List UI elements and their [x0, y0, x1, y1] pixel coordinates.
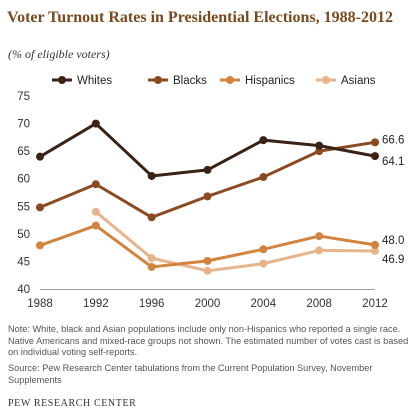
data-point-hispanics-2004 [259, 245, 268, 254]
end-label-blacks: 66.6 [382, 134, 404, 146]
data-point-blacks-2008 [315, 147, 324, 156]
x-tick-label-1996: 1996 [139, 298, 165, 310]
data-point-blacks-1988 [36, 203, 44, 212]
y-tick-label-55: 55 [17, 201, 30, 213]
publisher-credit: PEW RESEARCH CENTER [8, 398, 137, 409]
data-point-hispanics-2000 [203, 256, 212, 265]
y-tick-label-65: 65 [17, 146, 30, 158]
legend-label-asians: Asians [341, 75, 376, 87]
y-tick-label-75: 75 [17, 91, 30, 103]
legend-label-whites: Whites [77, 75, 112, 87]
data-point-blacks-2004 [259, 173, 268, 182]
end-label-whites: 64.1 [382, 156, 404, 168]
legend-swatch-dot-asians [322, 76, 330, 84]
series-line-blacks [38, 140, 377, 219]
legend-label-blacks: Blacks [173, 75, 207, 87]
legend-label-hispanics: Hispanics [245, 75, 295, 87]
data-point-blacks-2000 [203, 192, 212, 201]
data-point-whites-2004 [259, 136, 268, 145]
y-tick-label-40: 40 [17, 284, 30, 296]
x-tick-label-2008: 2008 [306, 298, 332, 310]
chart-title: Voter Turnout Rates in Presidential Elec… [7, 9, 393, 26]
x-tick-label-1992: 1992 [83, 298, 109, 310]
chart-source: Source: Pew Research Center tabulations … [8, 363, 373, 385]
data-point-asians-2008 [315, 246, 324, 255]
chart-subtitle: (% of eligible voters) [8, 47, 110, 61]
data-point-hispanics-2008 [315, 232, 324, 241]
y-tick-label-60: 60 [17, 174, 30, 186]
data-point-asians-1996 [147, 254, 156, 263]
data-point-hispanics-1996 [147, 262, 156, 271]
end-label-asians: 46.9 [382, 254, 404, 266]
data-point-whites-2012 [371, 152, 379, 161]
legend-swatch-dot-hispanics [226, 76, 234, 84]
y-tick-label-50: 50 [17, 229, 30, 241]
x-tick-label-2012: 2012 [362, 298, 388, 310]
data-point-hispanics-1992 [91, 221, 100, 230]
data-point-blacks-1992 [91, 180, 100, 189]
y-tick-label-70: 70 [17, 119, 30, 131]
data-point-blacks-1996 [147, 213, 156, 222]
data-point-asians-2000 [203, 266, 212, 275]
data-point-whites-1996 [147, 171, 156, 180]
data-point-whites-1992 [91, 119, 100, 128]
data-point-whites-2008 [315, 141, 324, 150]
chart-note: Note: White, black and Asian populations… [8, 324, 409, 357]
series-line-asians [94, 210, 377, 273]
data-point-blacks-2012 [371, 138, 379, 147]
x-tick-label-2000: 2000 [195, 298, 221, 310]
data-point-hispanics-1988 [36, 241, 44, 250]
x-tick-label-1988: 1988 [27, 298, 53, 310]
legend-swatch-dot-whites [58, 76, 66, 84]
data-point-hispanics-2012 [371, 240, 379, 249]
data-point-asians-2004 [259, 259, 268, 268]
data-point-whites-1988 [36, 152, 44, 161]
data-point-whites-2000 [203, 165, 212, 174]
legend-swatch-dot-blacks [154, 76, 162, 84]
data-point-asians-1992 [91, 207, 100, 216]
y-tick-label-45: 45 [17, 256, 30, 268]
end-label-hispanics: 48.0 [382, 235, 404, 247]
x-tick-label-2004: 2004 [251, 298, 277, 310]
data-point-asians-2012 [371, 246, 379, 255]
